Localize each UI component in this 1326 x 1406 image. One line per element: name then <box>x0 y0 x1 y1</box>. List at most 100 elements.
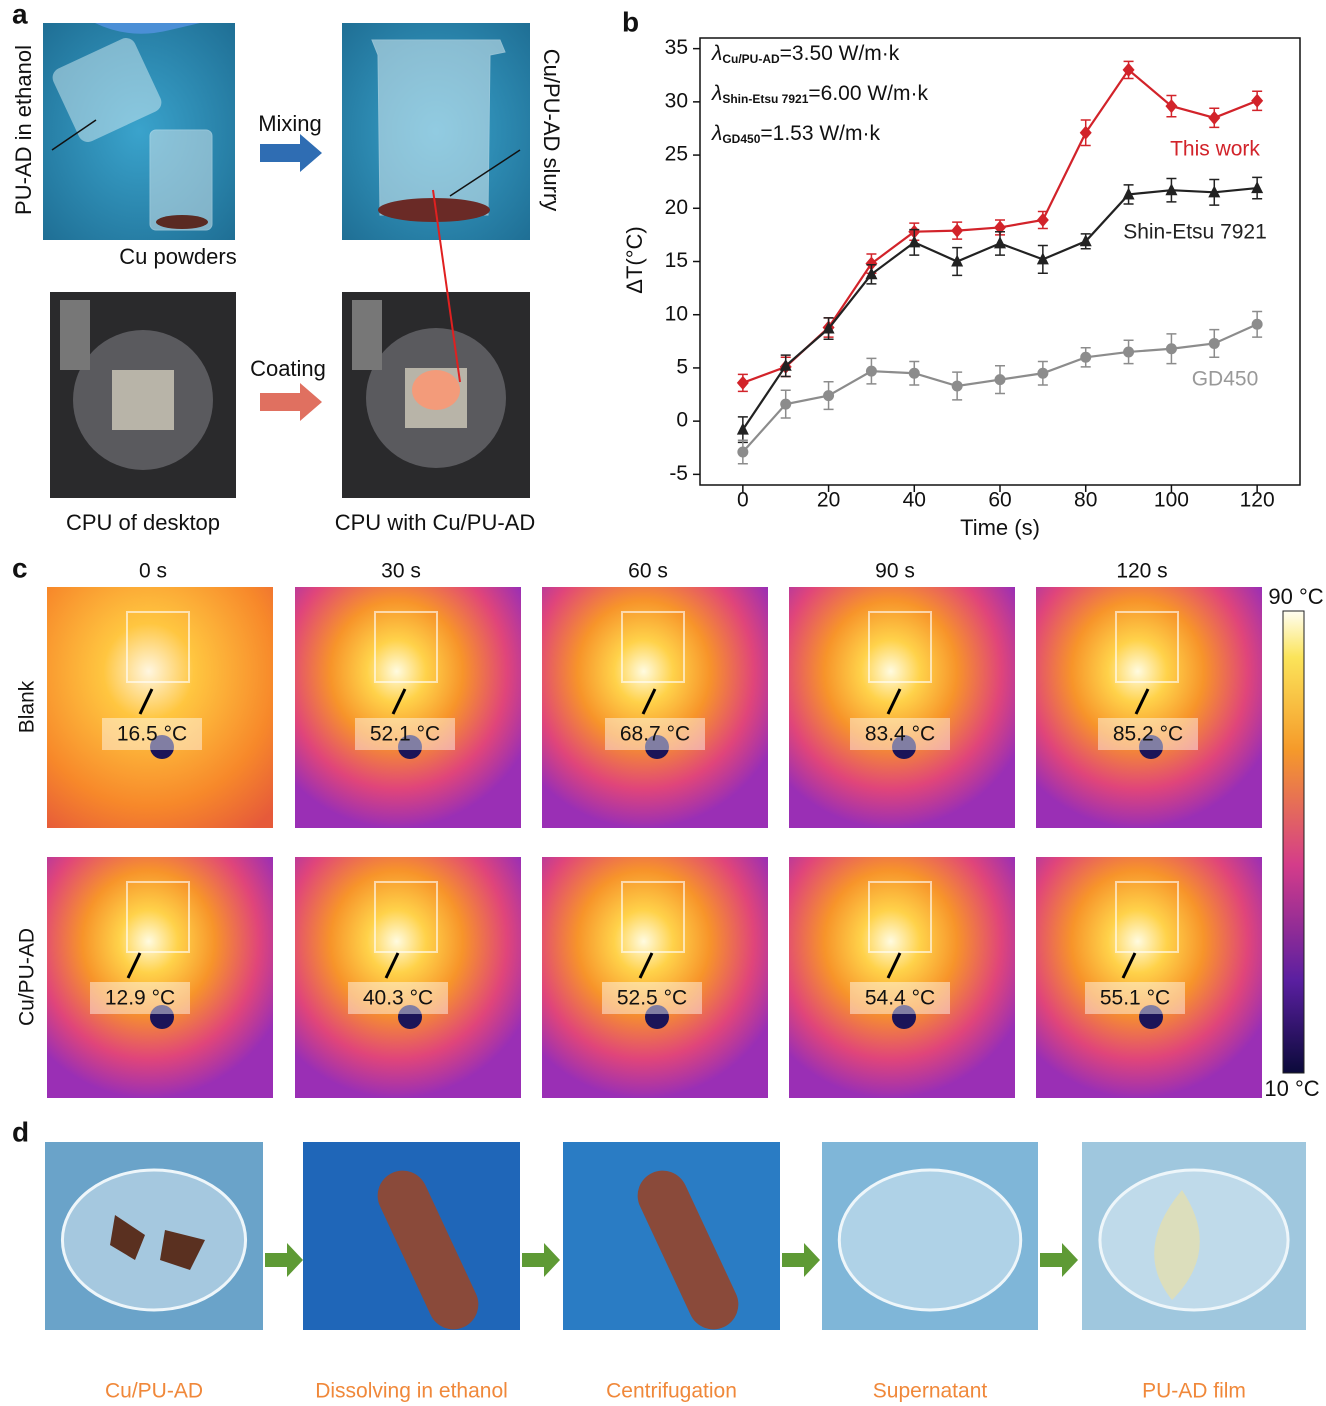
panel-letter: d <box>12 1116 29 1147</box>
photo-label: Cu powders <box>119 244 236 269</box>
arrow <box>522 1243 560 1277</box>
thermal-image <box>789 587 1015 828</box>
photo-cpu <box>50 292 236 498</box>
x-tick-label: 20 <box>817 489 840 512</box>
marker <box>1209 338 1220 349</box>
marker <box>866 366 877 377</box>
caption: Dissolving in ethanol <box>315 1380 508 1403</box>
petri-dish <box>62 1170 245 1310</box>
row-label: Blank <box>16 680 39 733</box>
step-label: Mixing <box>258 111 322 136</box>
temperature: 52.1 °C <box>370 723 440 746</box>
time-label: 120 s <box>1116 560 1167 583</box>
time-label: 0 s <box>139 560 167 583</box>
photo-label: PU-AD in ethanol <box>11 45 36 215</box>
y-tick-label: 15 <box>665 249 688 272</box>
thermal-image <box>789 857 1015 1098</box>
x-tick-label: 100 <box>1154 489 1189 512</box>
thermal-image <box>1036 857 1262 1098</box>
panel-letter: b <box>622 6 639 37</box>
lambda: λ <box>711 42 722 65</box>
temperature: 16.5 °C <box>117 723 187 746</box>
temperature: 52.5 °C <box>617 987 687 1010</box>
legend-label: GD450 <box>1192 368 1259 391</box>
temperature: 85.2 °C <box>1113 723 1183 746</box>
y-axis-label: ΔT(°C) <box>622 226 647 293</box>
temperature: 68.7 °C <box>620 723 690 746</box>
petri-dish <box>839 1170 1020 1310</box>
y-tick-label: 10 <box>665 302 688 325</box>
colorbar <box>1283 611 1304 1073</box>
arrow <box>782 1243 820 1277</box>
subscript: GD450 <box>722 132 760 146</box>
x-tick-label: 60 <box>988 489 1011 512</box>
marker <box>1165 183 1177 195</box>
marker <box>1252 319 1263 330</box>
marker <box>1251 94 1263 108</box>
marker <box>1123 346 1134 357</box>
marker <box>737 447 748 458</box>
panel-letter: c <box>12 552 28 583</box>
marker <box>1166 343 1177 354</box>
annotation: λShin-Etsu 7921=6.00 W/m·k <box>711 82 928 107</box>
caption: Cu/PU-AD <box>105 1380 203 1403</box>
temperature: 54.4 °C <box>865 987 935 1010</box>
time-label: 60 s <box>628 560 668 583</box>
annotation: λGD450=1.53 W/m·k <box>711 122 880 147</box>
marker <box>1251 181 1263 193</box>
annotation: λCu/PU-AD=3.50 W/m·k <box>711 42 900 67</box>
series <box>737 177 1263 442</box>
caption: CPU with Cu/PU-AD <box>335 510 535 535</box>
arrow <box>265 1243 303 1277</box>
step-label: Coating <box>250 356 326 381</box>
y-tick-label: 0 <box>676 409 688 432</box>
marker <box>995 374 1006 385</box>
marker <box>908 235 920 247</box>
arrow <box>260 383 322 421</box>
photo-pouring <box>43 23 235 240</box>
marker <box>780 399 791 410</box>
row-label: Cu/PU-AD <box>16 928 39 1026</box>
thermal-image <box>47 857 273 1098</box>
marker <box>1208 111 1220 125</box>
temperature: 40.3 °C <box>363 987 433 1010</box>
series <box>737 312 1262 464</box>
x-tick-label: 40 <box>903 489 926 512</box>
caption: Supernatant <box>873 1380 988 1403</box>
x-tick-label: 80 <box>1074 489 1097 512</box>
marker <box>994 236 1006 248</box>
lambda: λ <box>711 82 722 105</box>
time-label: 30 s <box>381 560 421 583</box>
colorbar-label: 90 °C <box>1268 584 1323 609</box>
y-tick-label: 25 <box>665 143 688 166</box>
temperature: 83.4 °C <box>865 723 935 746</box>
y-tick-label: -5 <box>669 462 688 485</box>
annotation-text: =1.53 W/m·k <box>760 122 880 145</box>
photo-label: Cu/PU-AD slurry <box>539 49 564 212</box>
x-tick-label: 120 <box>1240 489 1275 512</box>
caption: CPU of desktop <box>66 510 220 535</box>
marker <box>823 390 834 401</box>
legend-label: Shin-Etsu 7921 <box>1123 221 1267 244</box>
thermal-image <box>47 587 273 828</box>
y-tick-label: 20 <box>665 196 688 219</box>
subscript: Cu/PU-AD <box>722 52 780 66</box>
marker <box>1080 352 1091 363</box>
thermal-image <box>295 857 521 1098</box>
colorbar-label: 10 °C <box>1264 1076 1319 1101</box>
time-label: 90 s <box>875 560 915 583</box>
thermal-image <box>542 857 768 1098</box>
thermal-image <box>542 587 768 828</box>
arrow <box>260 134 322 172</box>
y-tick-label: 30 <box>665 89 688 112</box>
lambda: λ <box>711 122 722 145</box>
annotation-text: =6.00 W/m·k <box>808 82 928 105</box>
thermal-image <box>295 587 521 828</box>
temperature: 55.1 °C <box>1100 987 1170 1010</box>
caption: PU-AD film <box>1142 1380 1246 1403</box>
marker <box>952 381 963 392</box>
x-tick-label: 0 <box>737 489 749 512</box>
annotation-text: =3.50 W/m·k <box>780 42 900 65</box>
